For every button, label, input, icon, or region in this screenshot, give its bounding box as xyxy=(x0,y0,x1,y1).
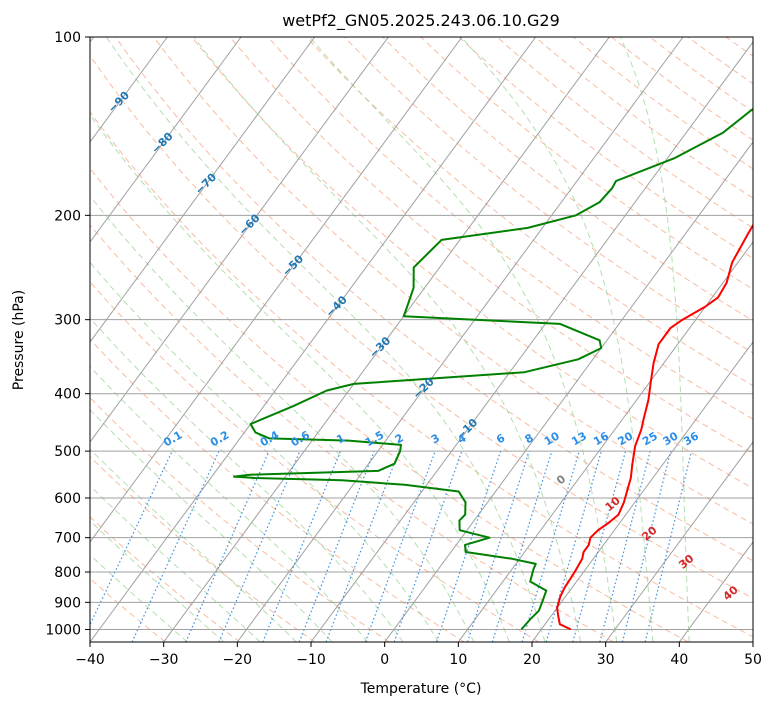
mixing-ratio-line xyxy=(218,450,301,642)
moist-adiabat-line xyxy=(90,261,439,642)
dry-adiabat-line xyxy=(382,37,753,322)
mixing-ratio-line xyxy=(364,450,436,642)
moist-adiabat-line xyxy=(90,448,297,642)
dry-adiabat-line xyxy=(90,455,315,642)
dry-adiabat-line xyxy=(573,37,753,170)
background-lines xyxy=(90,37,753,642)
moist-adiabat-line xyxy=(105,37,546,642)
mixing-ratio-line xyxy=(491,450,553,642)
isotherm-line xyxy=(236,37,684,642)
isotherm-line xyxy=(163,37,610,642)
x-tick-label: −20 xyxy=(223,652,253,668)
dry-adiabat-line xyxy=(90,54,753,599)
plot-frame xyxy=(89,36,754,643)
isobar-gridlines xyxy=(90,37,753,630)
temperature-profile-line xyxy=(556,223,753,631)
y-tick-label: 200 xyxy=(54,208,81,224)
isotherm-line xyxy=(90,37,389,443)
dry-adiabat-line xyxy=(229,37,753,454)
isotherm-line xyxy=(457,241,753,642)
y-tick-label: 400 xyxy=(54,387,81,403)
x-tick-label: −30 xyxy=(149,652,179,668)
moist-adiabat-line xyxy=(90,317,404,642)
dry-adiabat-line xyxy=(90,396,390,642)
isotherm-line xyxy=(90,37,463,543)
moist-adiabat-line xyxy=(90,408,333,642)
dewpoint-profile-line xyxy=(233,107,753,631)
x-tick-label: −10 xyxy=(296,652,326,668)
dry-adiabat-line xyxy=(90,224,614,642)
moist-adiabat-line xyxy=(90,554,188,642)
dry-adiabat-line xyxy=(90,280,540,642)
x-tick-label: 50 xyxy=(744,652,762,668)
mixing-ratio-line xyxy=(545,450,602,642)
y-axis-ticks: 100 200 300 400 500 600 700 800 900 1000 xyxy=(45,30,90,638)
mixing-ratio-line xyxy=(466,450,530,642)
dry-adiabat-line xyxy=(115,37,753,562)
x-tick-label: 0 xyxy=(380,652,389,668)
dry-adiabat-line xyxy=(191,37,753,489)
x-tick-label: −40 xyxy=(75,652,105,668)
mixing-ratio-line xyxy=(621,450,672,642)
moist-adiabat-line xyxy=(90,520,225,642)
chart-title: wetPf2_GN05.2025.243.06.10.G29 xyxy=(282,11,560,31)
moist-adiabat-line xyxy=(620,37,690,642)
dry-adiabat-line xyxy=(267,37,753,420)
dry-adiabat-line xyxy=(153,37,753,525)
isotherm-line xyxy=(531,341,753,642)
mixing-ratio-line xyxy=(185,450,270,642)
mixing-ratio-line xyxy=(599,450,651,642)
dry-adiabat-line xyxy=(90,111,753,638)
y-tick-label: 300 xyxy=(54,313,81,329)
y-tick-label: 100 xyxy=(54,30,81,46)
y-tick-label: 500 xyxy=(54,444,81,460)
mixing-ratio-line xyxy=(435,450,502,642)
mixing-ratio-line xyxy=(131,450,220,642)
moist-adiabat-line xyxy=(193,37,582,642)
y-tick-label: 900 xyxy=(54,595,81,611)
isotherm-line xyxy=(384,141,753,642)
x-axis-ticks: −40 −30 −20 −10 0 10 20 30 40 50 xyxy=(75,642,762,668)
moist-adiabat-line xyxy=(461,37,654,642)
dry-adiabat-line xyxy=(90,167,689,642)
isotherm-line xyxy=(90,37,168,143)
mixing-ratio-line xyxy=(572,450,627,642)
dry-adiabat-line xyxy=(420,37,753,290)
moist-adiabat-line xyxy=(309,37,618,642)
mixing-ratio-line xyxy=(521,450,580,642)
x-axis-label: Temperature (°C) xyxy=(360,681,482,697)
isotherm-line xyxy=(90,37,316,343)
profile-lines xyxy=(233,107,753,631)
dry-adiabat-line xyxy=(344,37,753,354)
x-tick-label: 30 xyxy=(597,652,615,668)
dry-adiabat-line xyxy=(611,37,753,141)
x-tick-label: 40 xyxy=(670,652,688,668)
isotherm-line xyxy=(310,41,753,642)
isotherm-line xyxy=(605,441,753,642)
moist-adiabat-line xyxy=(90,365,369,642)
x-tick-label: 10 xyxy=(449,652,467,668)
x-tick-label: 20 xyxy=(523,652,541,668)
moist-adiabat-line xyxy=(90,485,261,642)
y-tick-label: 700 xyxy=(54,531,81,547)
mixing-ratio-line xyxy=(90,450,173,627)
isotherm-line xyxy=(90,37,537,642)
isotherm-line xyxy=(90,37,242,243)
mixing-ratio-line xyxy=(644,450,693,642)
mixing-ratio-line xyxy=(393,450,463,642)
y-tick-label: 600 xyxy=(54,491,81,507)
y-tick-label: 1000 xyxy=(45,622,81,638)
y-tick-label: 800 xyxy=(54,565,81,581)
y-axis-label: Pressure (hPa) xyxy=(11,290,27,390)
